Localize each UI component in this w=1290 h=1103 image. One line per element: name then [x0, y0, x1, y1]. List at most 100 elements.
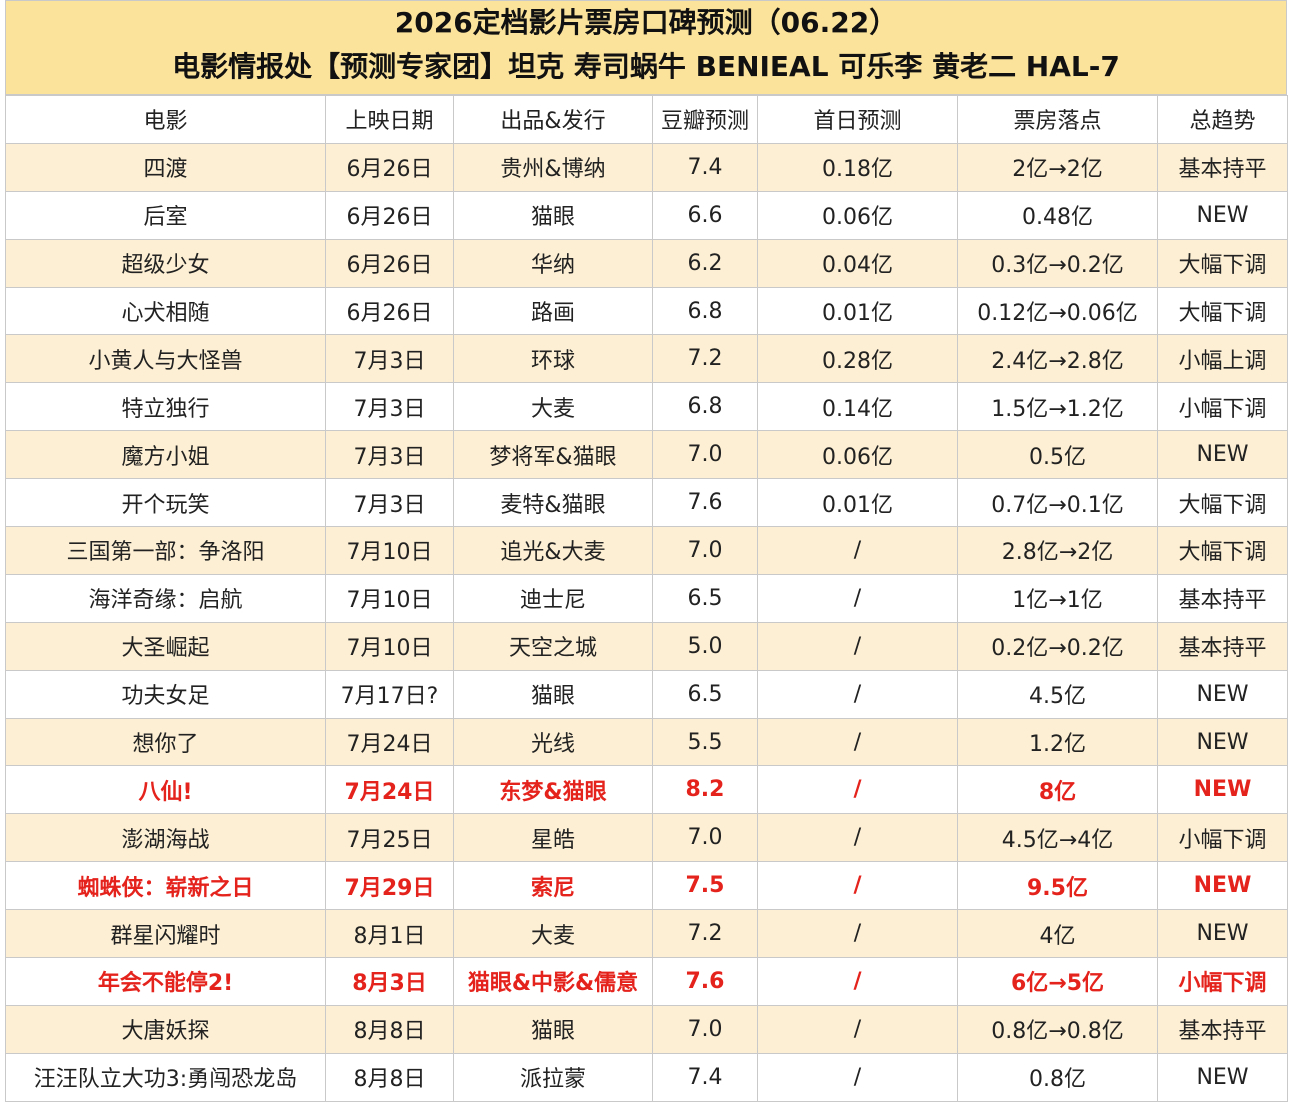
- cell: 小幅下调: [1157, 813, 1288, 863]
- cell: /: [757, 765, 958, 815]
- cell: 迪士尼: [453, 573, 653, 623]
- cell: 三国第一部：争洛阳: [5, 526, 326, 575]
- cell: 蜘蛛侠：崭新之日: [5, 861, 326, 911]
- cell: 7月3日: [325, 334, 454, 384]
- cell: 0.14亿: [757, 382, 958, 432]
- cell: 8月8日: [325, 1052, 454, 1102]
- cell: 小幅下调: [1157, 957, 1288, 1006]
- cell: 0.8亿→0.8亿: [957, 1004, 1158, 1054]
- cell: 7.4: [652, 142, 758, 192]
- cell: 星皓: [453, 813, 653, 863]
- header-cell: 豆瓣预测: [652, 95, 758, 144]
- cell: 6.2: [652, 238, 758, 288]
- cell: 猫眼: [453, 1004, 653, 1054]
- cell: 天空之城: [453, 621, 653, 671]
- cell: /: [757, 909, 958, 959]
- cell: 8.2: [652, 765, 758, 815]
- cell: 麦特&猫眼: [453, 478, 653, 528]
- cell: NEW: [1157, 909, 1288, 959]
- cell: 9.5亿: [957, 861, 1158, 911]
- cell: 魔方小姐: [5, 430, 326, 480]
- cell: 4.5亿→4亿: [957, 813, 1158, 863]
- cell: 大圣崛起: [5, 621, 326, 671]
- cell: 8月1日: [325, 909, 454, 959]
- row: 功夫女足 7月17日? 猫眼 6.5/4.5亿 NEW: [5, 669, 1288, 719]
- cell: 特立独行: [5, 382, 326, 432]
- cell: 7月25日: [325, 813, 454, 863]
- cell: 心犬相随: [5, 286, 326, 336]
- cell: 7.0: [652, 813, 758, 863]
- cell: 7.6: [652, 957, 758, 1006]
- cell: 大幅下调: [1157, 526, 1288, 575]
- cell: 0.06亿: [757, 190, 958, 240]
- header-cell: 电影: [5, 95, 326, 144]
- header-cell: 出品&发行: [453, 95, 653, 144]
- cell: 7月24日: [325, 765, 454, 815]
- cell: 7.2: [652, 909, 758, 959]
- cell: 基本持平: [1157, 1004, 1288, 1054]
- cell: 环球: [453, 334, 653, 384]
- cell: /: [757, 717, 958, 767]
- cell: 7月29日: [325, 861, 454, 911]
- row: 小黄人与大怪兽 7月3日 环球 7.2 0.28亿 2.4亿→2.8亿 小幅上调: [5, 334, 1288, 384]
- cell: 7.0: [652, 1004, 758, 1054]
- row: 想你了 7月24日 光线 5.5/1.2亿 NEW: [5, 717, 1288, 767]
- cell: NEW: [1157, 669, 1288, 719]
- cell: 8月8日: [325, 1004, 454, 1054]
- cell: 小幅下调: [1157, 382, 1288, 432]
- cell: 0.28亿: [757, 334, 958, 384]
- row: 年会不能停2! 8月3日 猫眼&中影&儒意 7.6/6亿→5亿 小幅下调: [5, 957, 1288, 1006]
- cell: 7月24日: [325, 717, 454, 767]
- cell: /: [757, 957, 958, 1006]
- sheet: 2026定档影片票房口碑预测（06.22） 电影情报处【预测专家团】坦克 寿司蜗…: [5, 0, 1288, 1102]
- cell: 年会不能停2!: [5, 957, 326, 1006]
- cell: 追光&大麦: [453, 526, 653, 575]
- cell: 8亿: [957, 765, 1158, 815]
- cell: 4亿: [957, 909, 1158, 959]
- row: 澎湖海战 7月25日 星皓 7.0/4.5亿→4亿 小幅下调: [5, 813, 1288, 863]
- cell: 7.4: [652, 1052, 758, 1102]
- cell: 7.0: [652, 430, 758, 480]
- cell: 0.2亿→0.2亿: [957, 621, 1158, 671]
- cell: 7月10日: [325, 621, 454, 671]
- header-row: 电影 上映日期 出品&发行 豆瓣预测 首日预测 票房落点 总趋势: [5, 95, 1288, 144]
- row: 八仙! 7月24日 东梦&猫眼 8.2/8亿 NEW: [5, 765, 1288, 815]
- cell: 2.4亿→2.8亿: [957, 334, 1158, 384]
- cell: 后室: [5, 190, 326, 240]
- cell: NEW: [1157, 861, 1288, 911]
- cell: 大麦: [453, 382, 653, 432]
- cell: 贵州&博纳: [453, 142, 653, 192]
- cell: 7月17日?: [325, 669, 454, 719]
- cell: 路画: [453, 286, 653, 336]
- cell: 想你了: [5, 717, 326, 767]
- header-cell: 首日预测: [757, 95, 958, 144]
- cell: 澎湖海战: [5, 813, 326, 863]
- cell: 猫眼&中影&儒意: [453, 957, 653, 1006]
- cell: 7.0: [652, 526, 758, 575]
- cell: /: [757, 1052, 958, 1102]
- row: 群星闪耀时 8月1日 大麦 7.2/4亿 NEW: [5, 909, 1288, 959]
- cell: 汪汪队立大功3:勇闯恐龙岛: [5, 1052, 326, 1102]
- title-band: 2026定档影片票房口碑预测（06.22） 电影情报处【预测专家团】坦克 寿司蜗…: [5, 0, 1287, 95]
- cell: 派拉蒙: [453, 1052, 653, 1102]
- cell: 6.6: [652, 190, 758, 240]
- cell: 0.04亿: [757, 238, 958, 288]
- cell: 0.01亿: [757, 478, 958, 528]
- subtitle: 电影情报处【预测专家团】坦克 寿司蜗牛 BENIEAL 可乐李 黄老二 HAL-…: [172, 50, 1120, 83]
- cell: /: [757, 1004, 958, 1054]
- cell: 5.0: [652, 621, 758, 671]
- cell: 7.6: [652, 478, 758, 528]
- cell: NEW: [1157, 1052, 1288, 1102]
- cell: 基本持平: [1157, 621, 1288, 671]
- cell: 2.8亿→2亿: [957, 526, 1158, 575]
- cell: 7.5: [652, 861, 758, 911]
- cell: 0.18亿: [757, 142, 958, 192]
- cell: 小幅上调: [1157, 334, 1288, 384]
- cell: 小黄人与大怪兽: [5, 334, 326, 384]
- cell: 6.8: [652, 286, 758, 336]
- cell: 群星闪耀时: [5, 909, 326, 959]
- cell: /: [757, 573, 958, 623]
- cell: 基本持平: [1157, 573, 1288, 623]
- cell: 6亿→5亿: [957, 957, 1158, 1006]
